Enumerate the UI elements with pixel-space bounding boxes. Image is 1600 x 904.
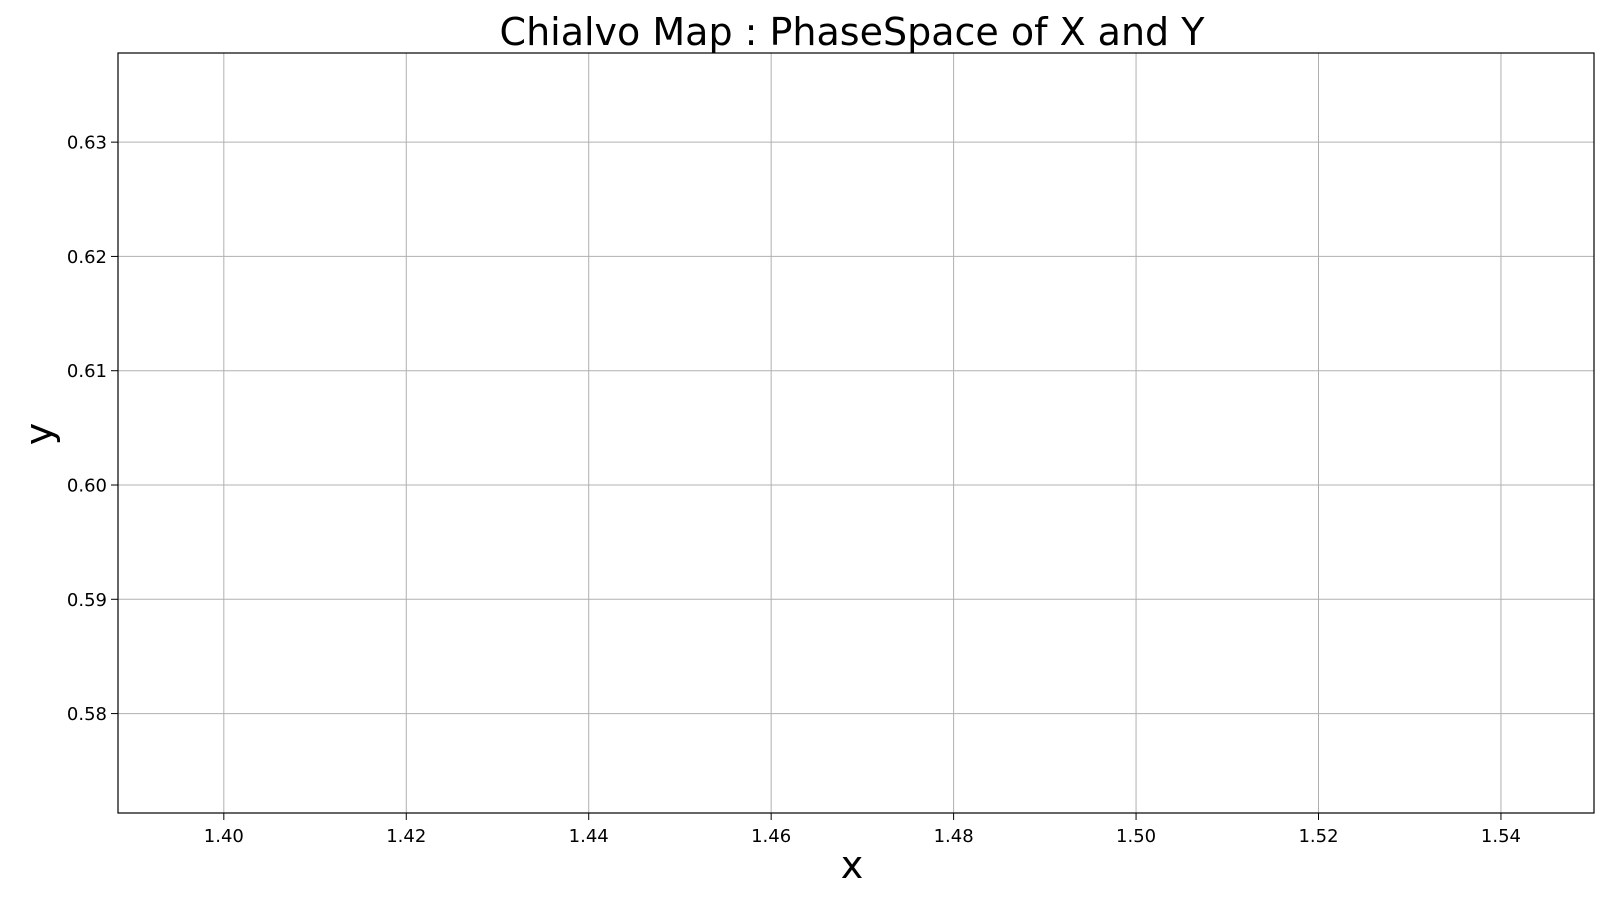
- x-tick-label: 1.46: [751, 826, 791, 847]
- x-tick-label: 1.54: [1481, 826, 1521, 847]
- x-tick-label: 1.52: [1298, 826, 1338, 847]
- y-tick-label: 0.63: [67, 133, 107, 154]
- x-tick-label: 1.42: [386, 826, 426, 847]
- x-tick-label: 1.50: [1116, 826, 1156, 847]
- x-axis-label: x: [841, 843, 864, 887]
- y-tick-label: 0.60: [67, 476, 107, 497]
- x-tick-label: 1.40: [204, 826, 244, 847]
- y-tick-label: 0.62: [67, 247, 107, 268]
- chart-title: Chialvo Map : PhaseSpace of X and Y: [500, 10, 1206, 54]
- x-tick-label: 1.44: [569, 826, 609, 847]
- y-tick-label: 0.58: [67, 704, 107, 725]
- y-tick-label: 0.59: [67, 590, 107, 611]
- x-tick-label: 1.48: [934, 826, 974, 847]
- y-tick-label: 0.61: [67, 361, 107, 382]
- y-axis-label: y: [17, 423, 61, 446]
